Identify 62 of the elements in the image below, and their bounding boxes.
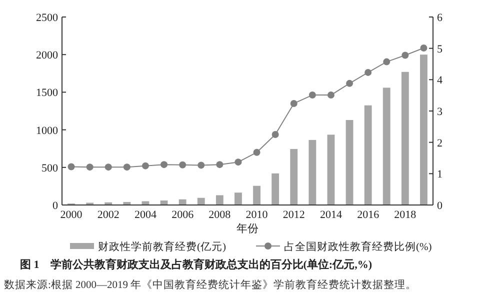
y-tick-label: 1500	[36, 87, 58, 100]
x-tick-label: 2018	[394, 209, 417, 221]
y-tick-label: 0	[52, 200, 58, 212]
point	[308, 92, 316, 99]
bar	[382, 88, 390, 205]
source-note: 数据来源:根据 2000—2019 年《中国教育经费统计年鉴》学前教育经费统计数据整理。	[4, 278, 417, 291]
y-tick-label: 2000	[36, 50, 58, 62]
point	[216, 161, 224, 168]
text: 图 1 学前公共教育财政支出及占教育财政总支出的百分比(单位:亿元,%)	[20, 258, 372, 271]
point	[364, 68, 372, 76]
x-tick-label: 2002	[97, 209, 120, 221]
y2-tick-label: 5	[437, 43, 443, 56]
point	[104, 164, 112, 171]
point	[123, 164, 130, 171]
bar	[401, 72, 409, 205]
point	[198, 162, 205, 169]
bar	[290, 148, 298, 205]
bar	[327, 134, 335, 205]
y2-tick-label: 2	[437, 137, 442, 150]
y-tick-label: 1000	[36, 124, 58, 137]
y2-tick-label: 3	[437, 106, 443, 118]
point	[327, 92, 334, 99]
point	[346, 80, 354, 87]
point	[272, 131, 279, 138]
point	[420, 44, 428, 52]
bar	[420, 54, 428, 205]
y-tick-label: 2500	[36, 12, 58, 24]
point	[402, 52, 409, 59]
bar	[253, 186, 260, 205]
x-tick-label: 2000	[60, 209, 83, 221]
y2-tick-label: 6	[437, 12, 443, 24]
y2-tick-label: 4	[437, 74, 443, 87]
x-tick-label: 2004	[134, 209, 157, 221]
x-axis-title: 年份	[236, 223, 258, 235]
x-tick-label: 2014	[320, 209, 342, 221]
point	[234, 158, 242, 166]
bar	[234, 192, 242, 205]
point	[68, 163, 75, 170]
point	[290, 100, 298, 107]
bar	[346, 120, 354, 205]
bar	[308, 140, 316, 205]
point	[160, 161, 168, 168]
bar	[272, 173, 280, 205]
point	[86, 164, 94, 171]
bar	[364, 105, 372, 205]
y2-tick-label: 0	[437, 200, 443, 212]
point	[142, 162, 149, 170]
x-tick-label: 2008	[208, 209, 232, 221]
x-tick-label: 2012	[282, 209, 305, 221]
point	[179, 161, 186, 168]
legend-label: 财政性学前教育经费(亿元)	[98, 240, 226, 253]
legend-label: 占全国财政性教育经费比例(%)	[284, 240, 432, 253]
y-tick-label: 500	[42, 162, 58, 174]
x-tick-label: 2016	[357, 209, 380, 221]
bar	[197, 198, 205, 205]
point	[253, 148, 260, 156]
x-tick-label: 2006	[172, 209, 194, 221]
x-tick-label: 2010	[246, 209, 268, 221]
bar	[216, 195, 224, 205]
y2-tick-label: 1	[437, 168, 442, 181]
bar	[178, 199, 186, 205]
point	[383, 58, 390, 66]
